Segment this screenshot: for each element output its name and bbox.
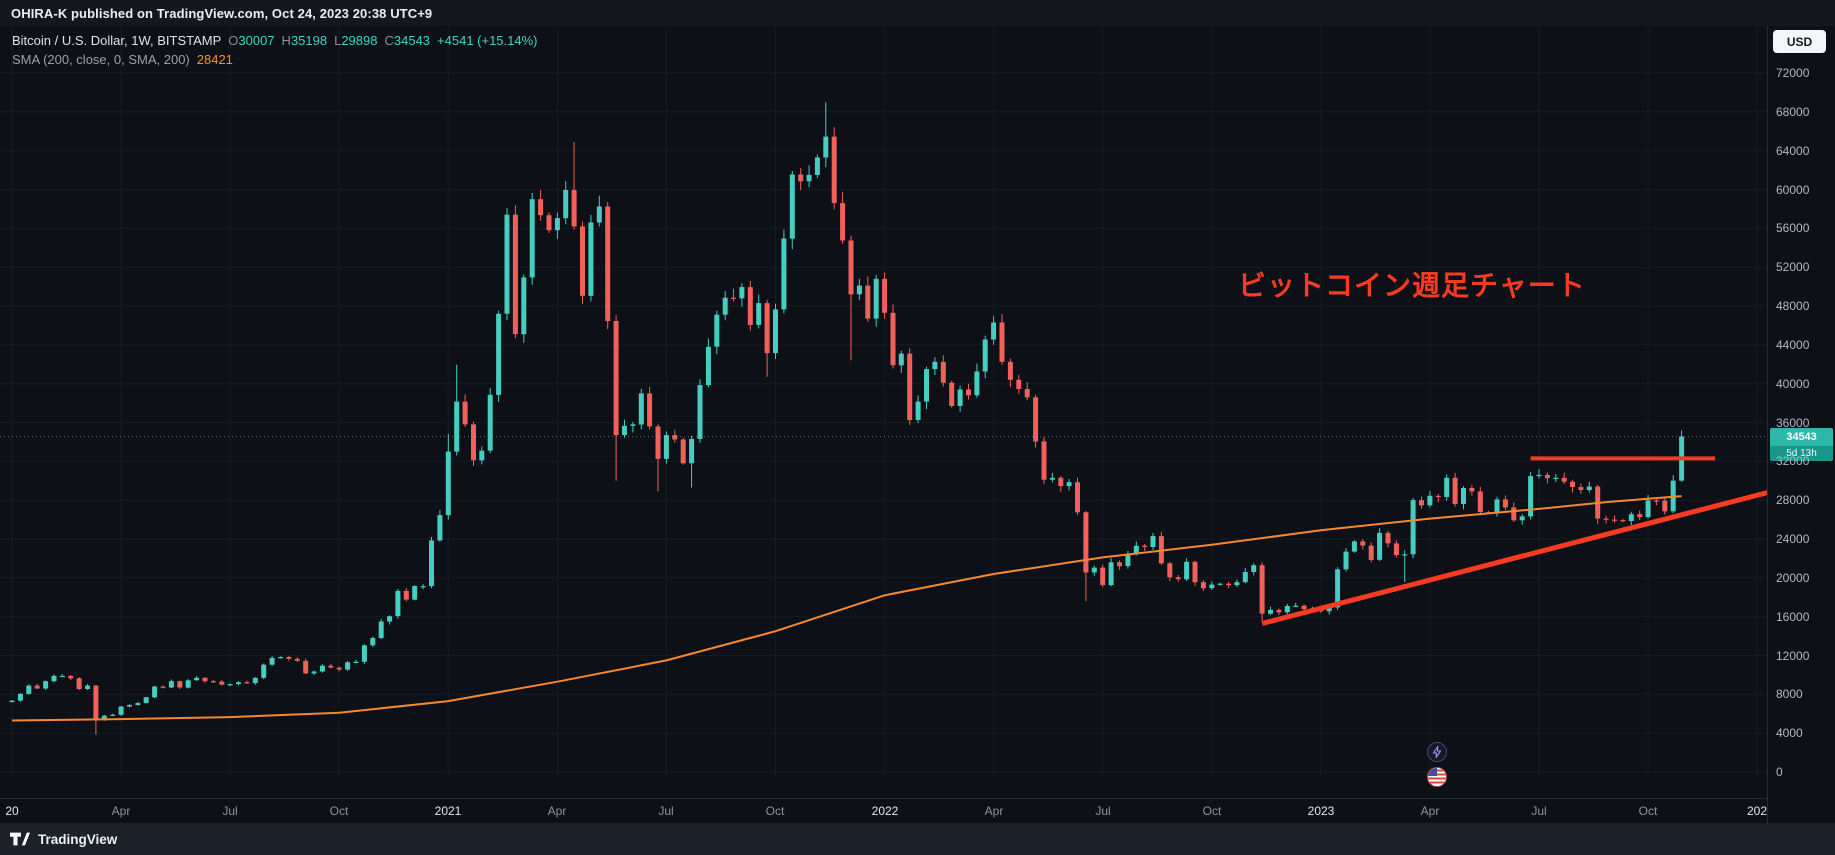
price-tick: 52000	[1776, 260, 1810, 274]
symbol-legend-row: Bitcoin / U.S. Dollar, 1W, BITSTAMP O3000…	[12, 31, 538, 50]
time-label: Oct	[1202, 804, 1222, 818]
candlesticks	[9, 102, 1685, 735]
chart-area[interactable]: Bitcoin / U.S. Dollar, 1W, BITSTAMP O3000…	[0, 26, 1767, 798]
bar-countdown-badge: 5d 13h	[1770, 446, 1833, 461]
publish-header: OHIRA-K published on TradingView.com, Oc…	[0, 0, 1835, 26]
time-label: 2021	[434, 804, 462, 818]
symbol-title[interactable]: Bitcoin / U.S. Dollar, 1W, BITSTAMP	[12, 33, 222, 48]
time-label: Apr	[111, 804, 131, 818]
price-tick: 48000	[1776, 299, 1810, 313]
time-label: Apr	[984, 804, 1004, 818]
time-label: Jul	[222, 804, 238, 818]
time-label: Oct	[329, 804, 349, 818]
price-chart-svg[interactable]	[0, 26, 1767, 798]
sma-200-line	[11, 495, 1682, 722]
price-tick: 0	[1776, 765, 1783, 779]
price-tick: 68000	[1776, 105, 1810, 119]
price-badge-stack: 34543 5d 13h	[1770, 428, 1833, 461]
time-label: Jul	[1095, 804, 1111, 818]
open-value: 30007	[238, 33, 275, 48]
sma-legend-row: SMA (200, close, 0, SMA, 200) 28421	[12, 50, 538, 69]
price-axis[interactable]: USD 34543 5d 13h 72000 68000 64000 60000 560…	[1767, 26, 1835, 823]
price-tick: 4000	[1776, 726, 1803, 740]
time-label: 20	[5, 804, 19, 818]
trendline[interactable]	[1261, 490, 1767, 626]
close-label: C	[384, 33, 394, 48]
last-price-badge: 34543	[1770, 428, 1833, 446]
footer-bar: TradingView	[0, 823, 1835, 855]
price-tick: 60000	[1776, 183, 1810, 197]
time-label: Apr	[1420, 804, 1440, 818]
chart-annotation-text: ビットコイン週足チャート	[1238, 270, 1586, 301]
price-tick: 20000	[1776, 571, 1810, 585]
price-tick: 56000	[1776, 221, 1810, 235]
price-tick: 40000	[1776, 377, 1810, 391]
time-label: Oct	[1638, 804, 1658, 818]
price-tick: 32000	[1776, 454, 1810, 468]
price-tick: 44000	[1776, 338, 1810, 352]
price-tick: 64000	[1776, 144, 1810, 158]
close-value: 34543	[393, 33, 431, 48]
low-label: L	[334, 33, 342, 48]
price-tick: 12000	[1776, 649, 1810, 663]
price-tick: 72000	[1776, 66, 1810, 80]
tradingview-brand[interactable]: TradingView	[38, 831, 118, 847]
sma-legend-title[interactable]: SMA (200, close, 0, SMA, 200)	[12, 52, 190, 67]
open-label: O	[228, 33, 239, 48]
time-label: Oct	[765, 804, 785, 818]
high-value: 35198	[290, 33, 328, 48]
grid	[0, 26, 1767, 776]
time-label: Jul	[1531, 804, 1547, 818]
change-value: +4541 (+15.14%)	[437, 33, 538, 48]
tradingview-logo-icon[interactable]	[10, 832, 30, 846]
chart-legend: Bitcoin / U.S. Dollar, 1W, BITSTAMP O3000…	[12, 31, 538, 69]
sma-value: 28421	[196, 52, 233, 67]
time-label: 2023	[1307, 804, 1335, 818]
currency-usd-button[interactable]: USD	[1773, 30, 1826, 53]
price-tick: 24000	[1776, 532, 1810, 546]
time-label: 2022	[871, 804, 899, 818]
time-axis[interactable]: 20 Apr Jul Oct 2021 Apr Jul Oct 2022 Apr Jul Oct 202…	[0, 798, 1767, 823]
lightning-event-icon[interactable]	[1427, 742, 1447, 762]
time-label: Apr	[547, 804, 567, 818]
price-tick: 8000	[1776, 687, 1803, 701]
us-flag-event-icon[interactable]	[1427, 767, 1447, 787]
price-tick: 28000	[1776, 493, 1810, 507]
time-label: Jul	[658, 804, 674, 818]
time-label: 202	[1746, 804, 1767, 818]
publish-info: OHIRA-K published on TradingView.com, Oc…	[11, 5, 433, 21]
high-label: H	[281, 33, 291, 48]
price-tick: 36000	[1776, 416, 1810, 430]
low-value: 29898	[341, 33, 378, 48]
price-tick: 16000	[1776, 610, 1810, 624]
